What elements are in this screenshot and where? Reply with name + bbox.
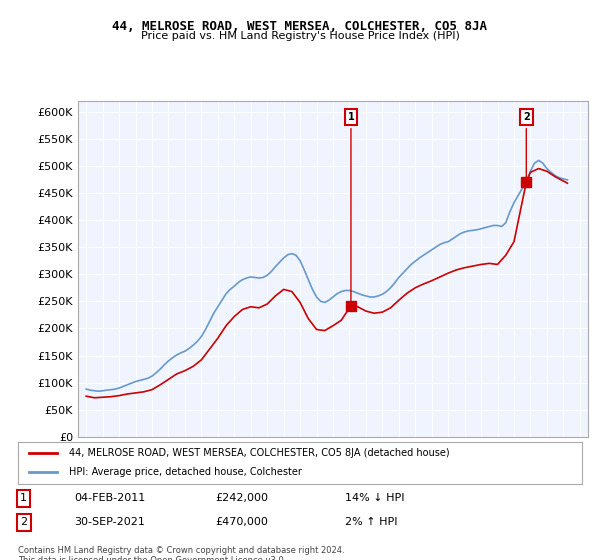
Text: 44, MELROSE ROAD, WEST MERSEA, COLCHESTER, CO5 8JA (detached house): 44, MELROSE ROAD, WEST MERSEA, COLCHESTE… — [69, 448, 449, 458]
Text: 2% ↑ HPI: 2% ↑ HPI — [345, 517, 398, 528]
Text: 1: 1 — [347, 112, 355, 303]
Text: HPI: Average price, detached house, Colchester: HPI: Average price, detached house, Colc… — [69, 467, 302, 477]
Text: 30-SEP-2021: 30-SEP-2021 — [74, 517, 145, 528]
Text: Contains HM Land Registry data © Crown copyright and database right 2024.
This d: Contains HM Land Registry data © Crown c… — [18, 546, 344, 560]
Text: 14% ↓ HPI: 14% ↓ HPI — [345, 493, 404, 503]
Text: £242,000: £242,000 — [215, 493, 268, 503]
Text: 1: 1 — [20, 493, 27, 503]
Text: 2: 2 — [523, 112, 530, 179]
Text: Price paid vs. HM Land Registry's House Price Index (HPI): Price paid vs. HM Land Registry's House … — [140, 31, 460, 41]
Text: 44, MELROSE ROAD, WEST MERSEA, COLCHESTER, CO5 8JA: 44, MELROSE ROAD, WEST MERSEA, COLCHESTE… — [113, 20, 487, 32]
Text: £470,000: £470,000 — [215, 517, 268, 528]
Text: 04-FEB-2011: 04-FEB-2011 — [74, 493, 146, 503]
Text: 2: 2 — [20, 517, 27, 528]
